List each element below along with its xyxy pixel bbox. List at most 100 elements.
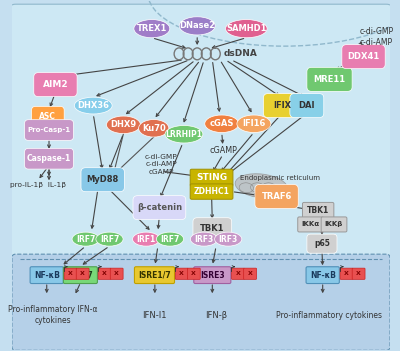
FancyBboxPatch shape (321, 217, 347, 232)
FancyBboxPatch shape (30, 267, 63, 284)
Text: Ku70: Ku70 (142, 124, 166, 133)
Text: Pro-inflammatory IFN-α
cytokines: Pro-inflammatory IFN-α cytokines (8, 305, 98, 325)
FancyBboxPatch shape (290, 94, 324, 118)
Text: SAMHD1: SAMHD1 (226, 24, 266, 33)
Text: IRF7: IRF7 (76, 234, 95, 244)
Text: cGAMP: cGAMP (210, 146, 238, 155)
FancyBboxPatch shape (232, 268, 244, 279)
Text: TREX1: TREX1 (137, 24, 167, 33)
Text: TBK1: TBK1 (200, 224, 224, 233)
FancyBboxPatch shape (187, 268, 200, 279)
Ellipse shape (205, 115, 239, 132)
FancyBboxPatch shape (194, 267, 231, 284)
Text: DHX36: DHX36 (77, 101, 109, 110)
Ellipse shape (190, 232, 218, 246)
FancyBboxPatch shape (24, 148, 74, 169)
FancyBboxPatch shape (340, 268, 353, 279)
Text: DDX41: DDX41 (347, 52, 380, 61)
Ellipse shape (138, 120, 169, 137)
Ellipse shape (134, 20, 170, 38)
Text: LRRHIP1: LRRHIP1 (166, 130, 202, 139)
Text: TBK1: TBK1 (307, 206, 329, 215)
Text: Caspase-1: Caspase-1 (27, 154, 71, 163)
Text: ZDHHC1: ZDHHC1 (194, 187, 230, 196)
FancyBboxPatch shape (32, 106, 64, 127)
FancyBboxPatch shape (24, 120, 74, 140)
FancyBboxPatch shape (64, 268, 77, 279)
Text: ISRE1/7: ISRE1/7 (138, 271, 171, 280)
FancyBboxPatch shape (298, 217, 324, 232)
Text: dsDNA: dsDNA (224, 49, 258, 58)
Text: DNase2: DNase2 (179, 21, 215, 31)
Text: IFN-I1: IFN-I1 (143, 311, 167, 320)
Ellipse shape (226, 20, 267, 38)
Text: IRF7: IRF7 (100, 234, 119, 244)
Text: Endoplasmic reticulum: Endoplasmic reticulum (240, 175, 320, 181)
Text: MRE11: MRE11 (314, 75, 346, 84)
Text: IKKα: IKKα (302, 221, 320, 227)
Ellipse shape (106, 116, 140, 133)
Text: X: X (356, 271, 361, 276)
Text: IFI16: IFI16 (242, 119, 266, 128)
Text: p65: p65 (314, 239, 330, 248)
Text: cGAS: cGAS (210, 119, 234, 128)
Text: X: X (344, 271, 349, 276)
Ellipse shape (132, 232, 160, 246)
FancyBboxPatch shape (81, 168, 124, 192)
Text: MyD88: MyD88 (86, 175, 119, 184)
Ellipse shape (156, 232, 184, 246)
Text: X: X (102, 271, 107, 276)
Text: c-di-GMP
c-di-AMP: c-di-GMP c-di-AMP (360, 27, 394, 47)
FancyBboxPatch shape (63, 267, 97, 284)
Ellipse shape (179, 17, 215, 35)
FancyBboxPatch shape (175, 268, 188, 279)
Ellipse shape (74, 97, 112, 114)
Text: AIM2: AIM2 (43, 80, 68, 89)
Ellipse shape (72, 232, 99, 246)
Text: STING: STING (196, 173, 227, 182)
FancyBboxPatch shape (306, 267, 339, 284)
Text: IRF1: IRF1 (136, 234, 156, 244)
FancyBboxPatch shape (133, 196, 186, 220)
FancyBboxPatch shape (307, 234, 337, 253)
Text: ISRE3: ISRE3 (200, 271, 225, 280)
FancyBboxPatch shape (342, 45, 385, 69)
Text: ASC: ASC (40, 112, 56, 121)
Text: X: X (236, 271, 240, 276)
Ellipse shape (235, 174, 288, 198)
Text: IFIX: IFIX (273, 101, 291, 110)
Text: X: X (248, 271, 252, 276)
Text: X: X (191, 271, 196, 276)
Text: TRAF6: TRAF6 (261, 192, 292, 201)
FancyBboxPatch shape (110, 268, 123, 279)
FancyBboxPatch shape (12, 254, 390, 350)
Text: NF-κB: NF-κB (34, 271, 60, 280)
Text: DHX9: DHX9 (110, 120, 136, 129)
Ellipse shape (96, 232, 123, 246)
Text: X: X (179, 271, 184, 276)
Text: IRF3: IRF3 (194, 234, 214, 244)
Text: NF-κB: NF-κB (310, 271, 336, 280)
FancyBboxPatch shape (134, 267, 174, 284)
FancyBboxPatch shape (264, 94, 301, 118)
FancyBboxPatch shape (190, 169, 233, 186)
FancyBboxPatch shape (34, 73, 77, 97)
FancyBboxPatch shape (76, 268, 89, 279)
FancyBboxPatch shape (255, 185, 298, 208)
Text: DAI: DAI (298, 101, 315, 110)
Ellipse shape (165, 126, 203, 143)
Text: IKKβ: IKKβ (325, 221, 343, 227)
Ellipse shape (214, 232, 242, 246)
FancyBboxPatch shape (98, 268, 111, 279)
Ellipse shape (237, 115, 271, 132)
Text: β-catenin: β-catenin (137, 203, 182, 212)
Text: ISRE7: ISRE7 (68, 271, 93, 280)
Text: Pro-Casp-1: Pro-Casp-1 (28, 127, 70, 133)
Text: X: X (114, 271, 119, 276)
FancyBboxPatch shape (302, 203, 334, 219)
Text: X: X (80, 271, 85, 276)
FancyBboxPatch shape (352, 268, 365, 279)
FancyBboxPatch shape (307, 67, 352, 91)
FancyBboxPatch shape (8, 4, 394, 351)
FancyBboxPatch shape (190, 184, 233, 199)
